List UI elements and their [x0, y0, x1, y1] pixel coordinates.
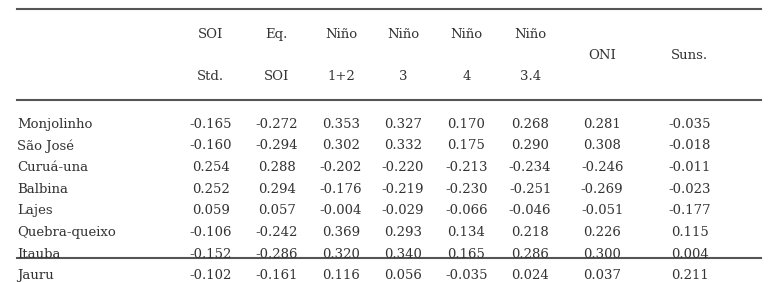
Text: 0.332: 0.332 — [384, 139, 422, 153]
Text: 0.116: 0.116 — [322, 269, 360, 282]
Text: -0.246: -0.246 — [581, 161, 623, 174]
Text: -0.202: -0.202 — [320, 161, 362, 174]
Text: 3: 3 — [398, 70, 407, 83]
Text: -0.219: -0.219 — [382, 183, 424, 196]
Text: -0.106: -0.106 — [190, 226, 232, 239]
Text: Quebra-queixo: Quebra-queixo — [17, 226, 116, 239]
Text: -0.066: -0.066 — [445, 204, 488, 217]
Text: 0.290: 0.290 — [511, 139, 549, 153]
Text: 0.300: 0.300 — [584, 248, 621, 261]
Text: -0.176: -0.176 — [320, 183, 363, 196]
Text: 0.057: 0.057 — [258, 204, 296, 217]
Text: 0.288: 0.288 — [258, 161, 296, 174]
Text: -0.251: -0.251 — [509, 183, 552, 196]
Text: 0.226: 0.226 — [584, 226, 621, 239]
Text: 0.134: 0.134 — [447, 226, 485, 239]
Text: Curuá-una: Curuá-una — [17, 161, 88, 174]
Text: -0.286: -0.286 — [255, 248, 298, 261]
Text: 0.302: 0.302 — [322, 139, 360, 153]
Text: 0.353: 0.353 — [322, 118, 360, 131]
Text: -0.269: -0.269 — [581, 183, 623, 196]
Text: 0.056: 0.056 — [384, 269, 422, 282]
Text: -0.160: -0.160 — [190, 139, 232, 153]
Text: 0.059: 0.059 — [191, 204, 230, 217]
Text: 0.115: 0.115 — [671, 226, 709, 239]
Text: 0.004: 0.004 — [671, 248, 709, 261]
Text: ONI: ONI — [588, 49, 616, 62]
Text: -0.242: -0.242 — [255, 226, 298, 239]
Text: -0.035: -0.035 — [668, 118, 711, 131]
Text: Niño: Niño — [514, 28, 546, 41]
Text: Niño: Niño — [387, 28, 419, 41]
Text: -0.213: -0.213 — [445, 161, 488, 174]
Text: 0.320: 0.320 — [322, 248, 360, 261]
Text: 0.218: 0.218 — [511, 226, 549, 239]
Text: 0.170: 0.170 — [447, 118, 485, 131]
Text: -0.152: -0.152 — [190, 248, 232, 261]
Text: 1+2: 1+2 — [327, 70, 355, 83]
Text: Jauru: Jauru — [17, 269, 54, 282]
Text: 0.340: 0.340 — [384, 248, 422, 261]
Text: 4: 4 — [462, 70, 471, 83]
Text: -0.177: -0.177 — [668, 204, 711, 217]
Text: -0.023: -0.023 — [668, 183, 711, 196]
Text: -0.272: -0.272 — [255, 118, 298, 131]
Text: -0.051: -0.051 — [581, 204, 623, 217]
Text: -0.004: -0.004 — [320, 204, 362, 217]
Text: -0.230: -0.230 — [445, 183, 488, 196]
Text: SOI: SOI — [198, 28, 223, 41]
Text: -0.011: -0.011 — [668, 161, 711, 174]
Text: Eq.: Eq. — [265, 28, 288, 41]
Text: 0.165: 0.165 — [447, 248, 485, 261]
Text: -0.029: -0.029 — [382, 204, 424, 217]
Text: 0.037: 0.037 — [584, 269, 621, 282]
Text: -0.234: -0.234 — [509, 161, 552, 174]
Text: SOI: SOI — [264, 70, 289, 83]
Text: -0.294: -0.294 — [255, 139, 298, 153]
Text: Itauba: Itauba — [17, 248, 61, 261]
Text: 0.294: 0.294 — [258, 183, 296, 196]
Text: -0.102: -0.102 — [190, 269, 232, 282]
Text: 0.369: 0.369 — [322, 226, 360, 239]
Text: 0.286: 0.286 — [511, 248, 549, 261]
Text: 0.268: 0.268 — [511, 118, 549, 131]
Text: 3.4: 3.4 — [520, 70, 541, 83]
Text: -0.046: -0.046 — [509, 204, 552, 217]
Text: 0.293: 0.293 — [384, 226, 422, 239]
Text: 0.327: 0.327 — [384, 118, 422, 131]
Text: -0.165: -0.165 — [190, 118, 232, 131]
Text: -0.018: -0.018 — [668, 139, 711, 153]
Text: -0.161: -0.161 — [255, 269, 298, 282]
Text: 0.024: 0.024 — [511, 269, 549, 282]
Text: Niño: Niño — [450, 28, 482, 41]
Text: Niño: Niño — [325, 28, 357, 41]
Text: -0.035: -0.035 — [445, 269, 488, 282]
Text: São José: São José — [17, 139, 74, 153]
Text: Lajes: Lajes — [17, 204, 53, 217]
Text: Balbina: Balbina — [17, 183, 68, 196]
Text: 0.308: 0.308 — [584, 139, 621, 153]
Text: Std.: Std. — [197, 70, 224, 83]
Text: -0.220: -0.220 — [382, 161, 424, 174]
Text: Suns.: Suns. — [671, 49, 708, 62]
Text: 0.175: 0.175 — [447, 139, 485, 153]
Text: Monjolinho: Monjolinho — [17, 118, 93, 131]
Text: 0.281: 0.281 — [584, 118, 621, 131]
Text: 0.252: 0.252 — [192, 183, 230, 196]
Text: 0.211: 0.211 — [671, 269, 709, 282]
Text: 0.254: 0.254 — [192, 161, 230, 174]
